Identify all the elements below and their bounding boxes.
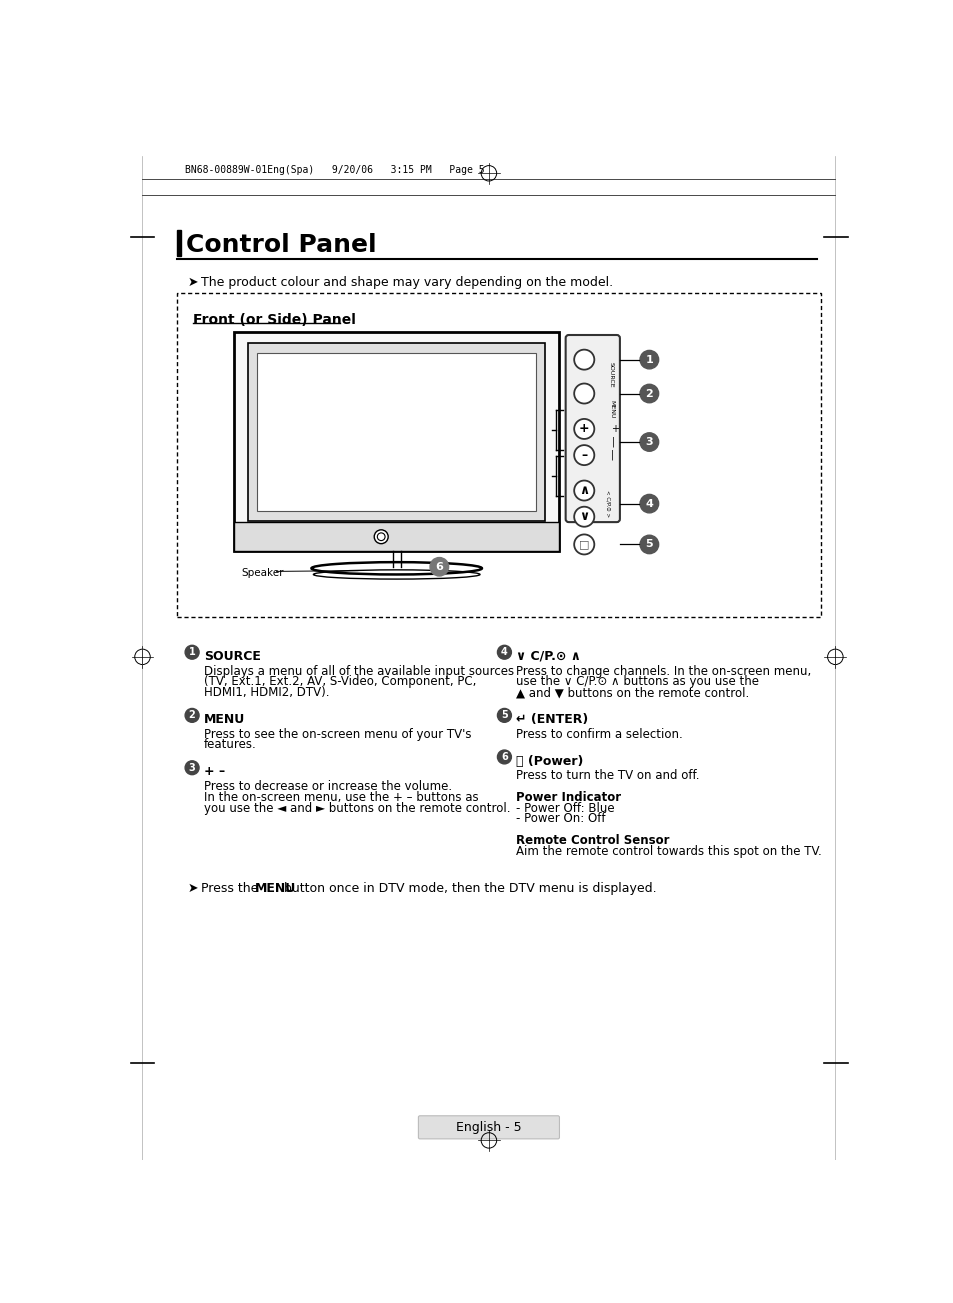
Circle shape (574, 507, 594, 526)
Circle shape (185, 645, 199, 659)
Text: Speaker: Speaker (241, 568, 284, 579)
Circle shape (497, 751, 511, 764)
Text: MENU: MENU (204, 713, 245, 726)
Text: Aim the remote control towards this spot on the TV.: Aim the remote control towards this spot… (516, 844, 821, 857)
Circle shape (639, 494, 658, 513)
Text: +: + (610, 423, 618, 434)
Circle shape (639, 351, 658, 369)
Circle shape (574, 481, 594, 500)
FancyBboxPatch shape (418, 1115, 558, 1139)
Text: 2: 2 (189, 710, 195, 721)
Text: (TV, Ext.1, Ext.2, AV, S-Video, Component, PC,: (TV, Ext.1, Ext.2, AV, S-Video, Componen… (204, 675, 476, 688)
Text: use the ∨ C/P.⊙ ∧ buttons as you use the: use the ∨ C/P.⊙ ∧ buttons as you use the (516, 675, 759, 688)
Text: Control Panel: Control Panel (186, 233, 376, 258)
Text: Press to turn the TV on and off.: Press to turn the TV on and off. (516, 769, 699, 782)
Text: ▲ and ▼ buttons on the remote control.: ▲ and ▼ buttons on the remote control. (516, 687, 748, 700)
Text: Press to see the on-screen menu of your TV's: Press to see the on-screen menu of your … (204, 727, 471, 740)
Text: +: + (578, 422, 589, 435)
Text: 3: 3 (189, 762, 195, 773)
Text: Press to confirm a selection.: Press to confirm a selection. (516, 727, 682, 740)
Text: 1: 1 (189, 648, 195, 657)
Circle shape (639, 536, 658, 554)
Text: + –: + – (204, 765, 225, 778)
Text: |: | (610, 450, 613, 460)
FancyBboxPatch shape (565, 335, 619, 523)
Text: Power Indicator: Power Indicator (516, 791, 620, 804)
Text: - Power On: Off: - Power On: Off (516, 812, 605, 825)
Text: –: – (580, 448, 587, 461)
Text: □: □ (578, 539, 589, 550)
Text: < C/P.⊙ >: < C/P.⊙ > (605, 490, 610, 517)
Circle shape (185, 761, 199, 775)
Text: Press to decrease or increase the volume.: Press to decrease or increase the volume… (204, 780, 452, 794)
Text: button once in DTV mode, then the DTV menu is displayed.: button once in DTV mode, then the DTV me… (279, 882, 656, 895)
Text: Press the: Press the (200, 882, 262, 895)
Circle shape (574, 534, 594, 555)
Text: |: | (611, 437, 614, 447)
Text: Front (or Side) Panel: Front (or Side) Panel (193, 313, 355, 327)
Text: ↵ (ENTER): ↵ (ENTER) (516, 713, 588, 726)
Text: 6: 6 (500, 752, 507, 762)
Text: ➤: ➤ (187, 276, 197, 289)
Text: you use the ◄ and ► buttons on the remote control.: you use the ◄ and ► buttons on the remot… (204, 801, 510, 814)
Circle shape (574, 420, 594, 439)
Circle shape (374, 530, 388, 543)
Text: MENU: MENU (254, 882, 295, 895)
Text: 1: 1 (645, 354, 653, 365)
Text: HDMI1, HDMI2, DTV).: HDMI1, HDMI2, DTV). (204, 687, 329, 700)
Text: BN68-00889W-01Eng(Spa)   9/20/06   3:15 PM   Page 5: BN68-00889W-01Eng(Spa) 9/20/06 3:15 PM P… (185, 165, 484, 175)
Text: 5: 5 (645, 539, 653, 550)
Text: 3: 3 (645, 437, 653, 447)
Text: SOURCE: SOURCE (204, 650, 260, 663)
Text: The product colour and shape may vary depending on the model.: The product colour and shape may vary de… (200, 276, 612, 289)
Text: ∨: ∨ (578, 511, 589, 524)
FancyBboxPatch shape (248, 344, 545, 521)
Text: In the on-screen menu, use the + – buttons as: In the on-screen menu, use the + – butto… (204, 791, 477, 804)
Circle shape (497, 709, 511, 722)
Text: ⏻ (Power): ⏻ (Power) (516, 754, 583, 767)
Text: 2: 2 (645, 388, 653, 399)
Text: MENU: MENU (608, 400, 614, 418)
Text: ∨ C/P.⊙ ∧: ∨ C/P.⊙ ∧ (516, 650, 580, 663)
Text: Remote Control Sensor: Remote Control Sensor (516, 834, 669, 847)
Text: ∧: ∧ (578, 483, 589, 496)
Text: features.: features. (204, 739, 256, 752)
Circle shape (639, 433, 658, 451)
Text: ➤: ➤ (187, 882, 197, 895)
Circle shape (430, 558, 448, 576)
Text: SOURCE: SOURCE (608, 362, 614, 388)
Circle shape (497, 645, 511, 659)
Circle shape (185, 709, 199, 722)
Text: Press to change channels. In the on-screen menu,: Press to change channels. In the on-scre… (516, 665, 810, 678)
Text: - Power Off: Blue: - Power Off: Blue (516, 801, 614, 814)
Text: 5: 5 (500, 710, 507, 721)
Circle shape (574, 446, 594, 465)
Circle shape (639, 384, 658, 403)
Text: 4: 4 (645, 499, 653, 508)
Text: 4: 4 (500, 648, 507, 657)
FancyBboxPatch shape (233, 523, 558, 551)
FancyBboxPatch shape (257, 353, 536, 511)
Circle shape (574, 349, 594, 370)
Text: Displays a menu of all of the available input sources: Displays a menu of all of the available … (204, 665, 514, 678)
Text: English - 5: English - 5 (456, 1121, 521, 1134)
Text: 6: 6 (435, 562, 443, 572)
FancyBboxPatch shape (233, 332, 558, 551)
Bar (177, 229, 181, 257)
Circle shape (574, 383, 594, 404)
